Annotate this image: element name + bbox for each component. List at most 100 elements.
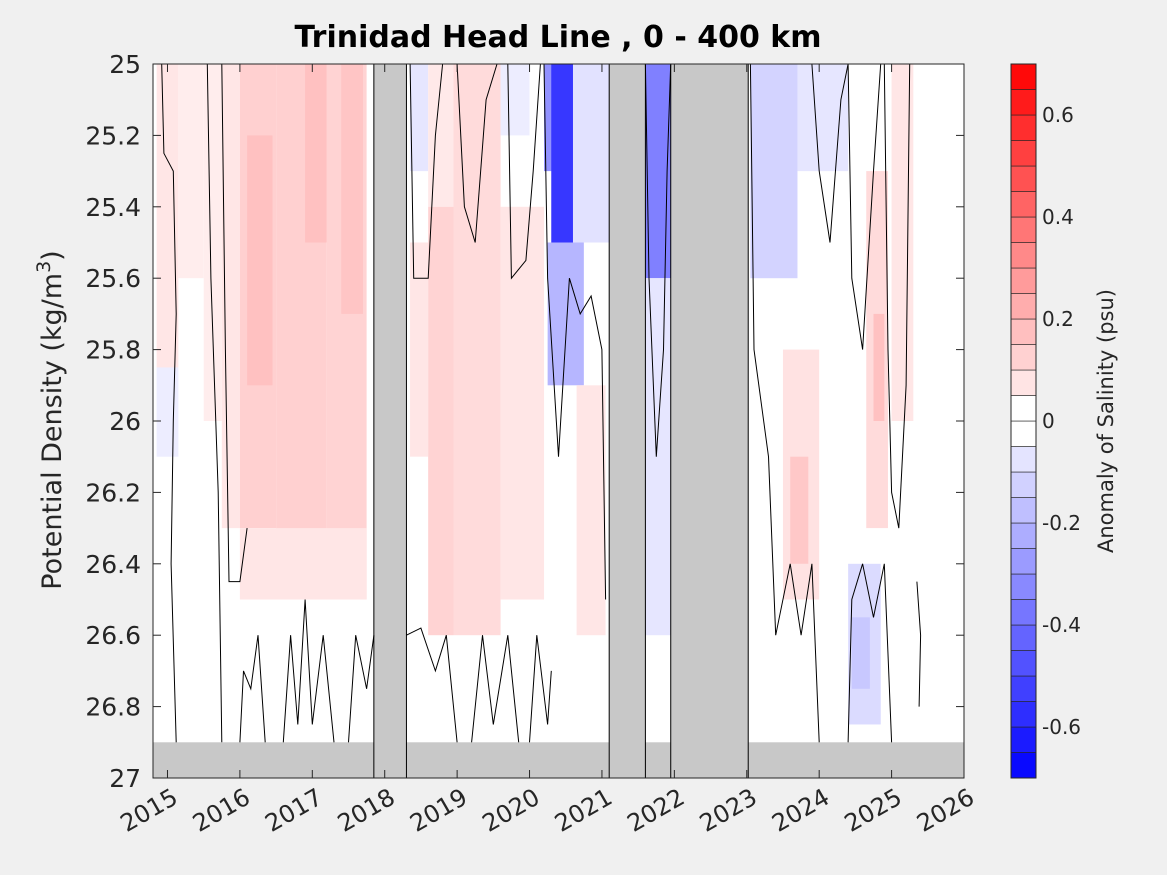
anomaly-patch	[500, 64, 530, 136]
colorbar-cell	[1010, 548, 1037, 575]
colorbar-ticks: 0.6 0.4 0.2 0 -0.2 -0.4 -0.6	[1042, 103, 1081, 739]
y-tick-label: 26	[109, 407, 141, 436]
colorbar-cell	[1010, 726, 1037, 753]
anomaly-patch	[239, 528, 367, 600]
colorbar-tick-label: -0.4	[1042, 613, 1081, 637]
zero-contour-line	[811, 63, 849, 243]
colorbar-cell	[1010, 573, 1037, 600]
y-axis-label-main: Potential Density (kg/m	[37, 273, 68, 590]
zero-contour-line	[847, 63, 882, 350]
anomaly-patch	[645, 64, 671, 279]
anomaly-patch	[305, 64, 327, 243]
colorbar-tick-label: -0.2	[1042, 511, 1081, 535]
colorbar-cell	[1010, 191, 1037, 218]
anomaly-patch	[156, 367, 179, 457]
y-axis-label-close: )	[37, 250, 68, 261]
zero-contour-line	[644, 63, 672, 457]
colorbar-cell	[1010, 216, 1037, 243]
y-tick-label: 25.6	[85, 264, 141, 293]
zero-contour-line	[529, 635, 552, 743]
anomaly-patch	[410, 64, 429, 172]
anomaly-patch	[790, 456, 809, 564]
zero-contour-line	[471, 635, 520, 743]
colorbar-tick-label: 0	[1042, 409, 1055, 433]
anomaly-patch	[891, 64, 914, 421]
colorbar-tick-label: 0.6	[1042, 103, 1074, 127]
zero-contour-line	[749, 63, 820, 743]
zero-contour-line	[847, 563, 893, 743]
colorbar-cells	[1010, 63, 1037, 779]
anomaly-patch	[203, 64, 222, 421]
colorbar-cell	[1010, 63, 1037, 90]
colorbar-cell	[1010, 369, 1037, 396]
anomaly-patch	[797, 64, 849, 172]
colorbar-cell	[1010, 675, 1037, 702]
y-tick-label: 25	[109, 50, 141, 79]
colorbar-cell	[1010, 650, 1037, 677]
anomaly-patch	[428, 64, 454, 207]
no-data-bottom-band	[153, 742, 964, 778]
zero-contour-layer	[161, 63, 922, 743]
anomaly-patch	[645, 278, 671, 636]
colorbar-cell	[1010, 420, 1037, 447]
y-axis-label: Potential Density (kg/m3)	[33, 250, 68, 589]
anomaly-patch	[341, 64, 363, 314]
colorbar-cell	[1010, 624, 1037, 651]
colorbar-label: Anomaly of Salinity (psu)	[1094, 289, 1118, 553]
colorbar-cell	[1010, 242, 1037, 269]
anomaly-patch	[547, 242, 584, 386]
anomaly-field-layer	[156, 64, 914, 725]
zero-contour-line	[883, 63, 911, 529]
anomaly-patch	[551, 64, 573, 243]
colorbar-cell	[1010, 522, 1037, 549]
anomaly-patch	[500, 206, 545, 600]
colorbar-cell	[1010, 497, 1037, 524]
zero-contour-line	[406, 627, 458, 743]
zero-contour-line	[456, 63, 498, 243]
y-tick-label: 25.2	[85, 121, 141, 150]
colorbar-cell	[1010, 140, 1037, 167]
zero-contour-line	[206, 63, 223, 743]
y-tick-label: 25.4	[85, 193, 141, 222]
y-tick-label: 26.8	[85, 693, 141, 722]
colorbar-cell	[1010, 165, 1037, 192]
y-axis-label-superscript: 3	[33, 261, 55, 273]
no-data-layer	[153, 63, 964, 779]
zero-contour-line	[507, 63, 541, 280]
zero-contour-line	[221, 63, 248, 583]
colorbar-cell	[1010, 701, 1037, 728]
colorbar-cell	[1010, 344, 1037, 371]
y-tick-label: 25.8	[85, 336, 141, 365]
colorbar-cell	[1010, 395, 1037, 422]
plot-area	[152, 63, 965, 779]
y-tick-label: 27	[109, 764, 141, 793]
anomaly-patch	[750, 64, 798, 279]
colorbar-cell	[1010, 752, 1037, 779]
zero-contour-line	[348, 635, 375, 743]
y-tick-label: 26.6	[85, 621, 141, 650]
colorbar-cell	[1010, 293, 1037, 320]
anomaly-patch	[178, 64, 204, 279]
y-tick-label: 26.2	[85, 478, 141, 507]
y-tick-label: 26.4	[85, 550, 141, 579]
anomaly-patch	[873, 313, 885, 421]
colorbar-cell	[1010, 446, 1037, 473]
colorbar-cell	[1010, 471, 1037, 498]
colorbar: 0.6 0.4 0.2 0 -0.2 -0.4 -0.6	[1010, 63, 1081, 779]
anomaly-patch	[410, 242, 429, 457]
zero-contour-line	[282, 599, 335, 743]
no-data-gap	[670, 63, 749, 779]
anomaly-patch	[247, 135, 273, 386]
colorbar-tick-label: -0.6	[1042, 715, 1081, 739]
colorbar-tick-label: 0.2	[1042, 307, 1074, 331]
zero-contour-line	[543, 63, 607, 600]
colorbar-cell	[1010, 267, 1037, 294]
anomaly-patch	[428, 206, 454, 636]
zero-contour-line	[409, 63, 444, 279]
y-axis: 25 25.2 25.4 25.6 25.8 26 26.2 26.4 26.6 26.8 27	[85, 50, 964, 793]
anomaly-patch	[453, 64, 501, 636]
colorbar-cell	[1010, 89, 1037, 116]
anomaly-patch	[156, 64, 179, 368]
anomaly-patch	[851, 617, 870, 689]
